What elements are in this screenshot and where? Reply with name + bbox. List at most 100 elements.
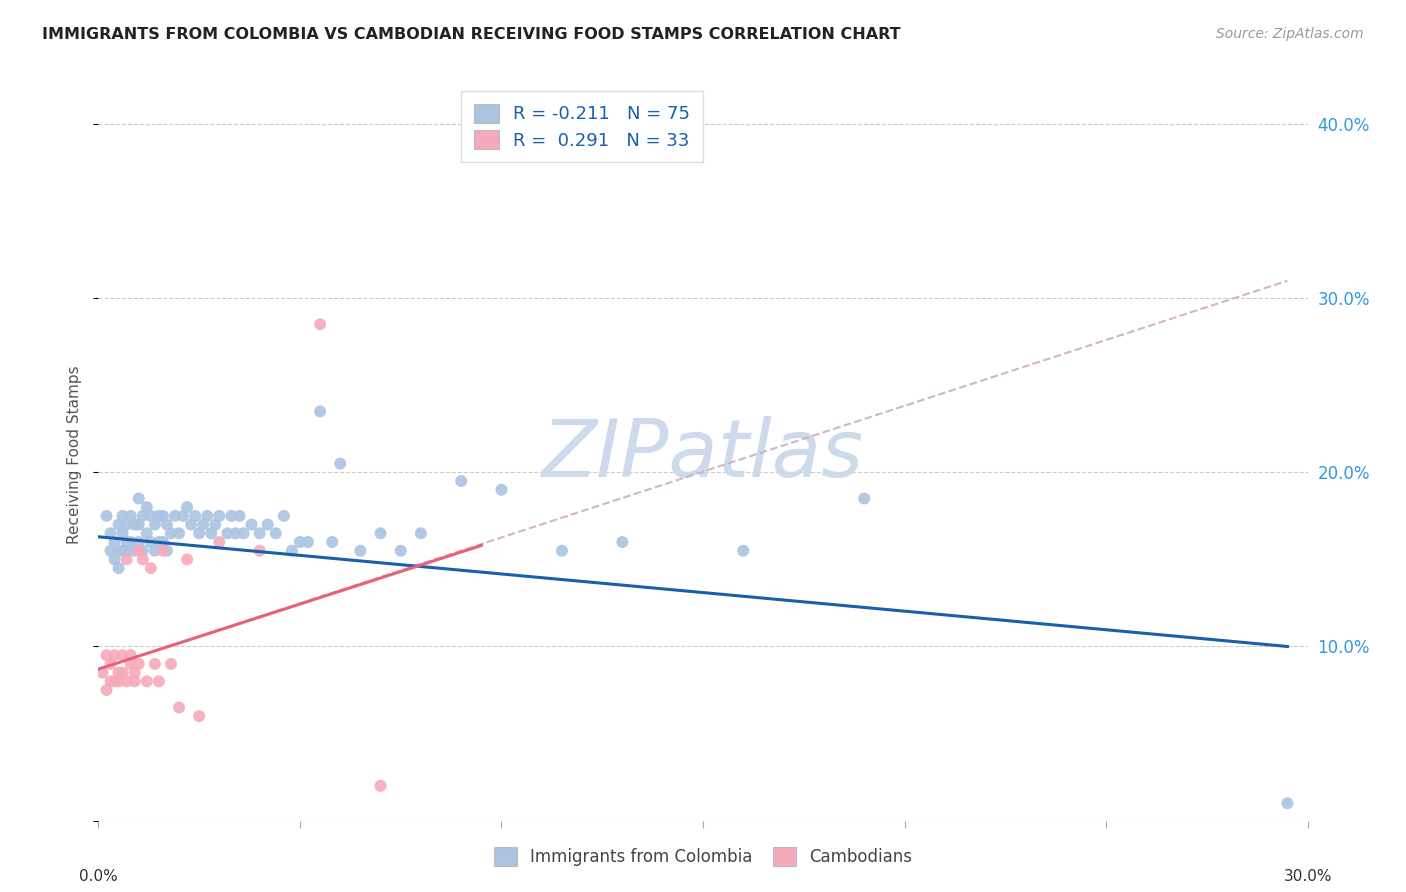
Point (148, 535, 170, 549)
Point (111, 648, 134, 663)
Point (612, 535, 634, 549)
Point (163, 508, 186, 523)
Point (156, 517, 179, 532)
Point (273, 508, 295, 523)
Point (853, 491, 876, 506)
Point (288, 535, 311, 549)
Point (733, 543, 755, 558)
Point (200, 526, 222, 541)
Point (167, 526, 190, 541)
Point (115, 674, 138, 689)
Point (264, 526, 287, 541)
Point (120, 648, 142, 663)
Point (128, 657, 150, 671)
Point (132, 543, 155, 558)
Point (188, 709, 211, 723)
Point (111, 508, 134, 523)
Point (96, 508, 118, 523)
Point (176, 500, 198, 515)
Point (1277, 796, 1299, 810)
Point (124, 543, 146, 558)
Point (167, 700, 190, 714)
Point (249, 543, 271, 558)
Point (217, 526, 239, 541)
Point (281, 543, 304, 558)
Point (103, 648, 125, 663)
Point (208, 535, 231, 549)
Point (232, 526, 254, 541)
Point (111, 526, 134, 541)
Point (143, 517, 166, 532)
Point (160, 526, 183, 541)
Point (135, 500, 157, 515)
Point (100, 657, 122, 671)
Point (120, 508, 142, 523)
Point (176, 552, 198, 566)
Point (204, 517, 226, 532)
Point (107, 674, 129, 689)
Point (96, 683, 118, 698)
Point (370, 779, 392, 793)
Point (103, 552, 125, 566)
Text: ZIPatlas: ZIPatlas (541, 416, 865, 494)
Point (115, 543, 138, 558)
Text: IMMIGRANTS FROM COLOMBIA VS CAMBODIAN RECEIVING FOOD STAMPS CORRELATION CHART: IMMIGRANTS FROM COLOMBIA VS CAMBODIAN RE… (42, 27, 901, 42)
Point (148, 674, 170, 689)
Point (389, 543, 412, 558)
Point (208, 508, 231, 523)
Point (128, 491, 150, 506)
Text: 0.0%: 0.0% (79, 870, 118, 884)
Point (100, 526, 122, 541)
Point (297, 535, 319, 549)
Point (309, 318, 332, 332)
Point (115, 517, 138, 532)
Point (111, 665, 134, 680)
Point (152, 508, 174, 523)
Legend: Immigrants from Colombia, Cambodians: Immigrants from Colombia, Cambodians (485, 839, 921, 874)
Point (128, 543, 150, 558)
Point (100, 543, 122, 558)
Point (256, 517, 278, 532)
Point (115, 552, 138, 566)
Point (156, 543, 179, 558)
Point (132, 552, 155, 566)
Point (124, 665, 146, 680)
Text: Source: ZipAtlas.com: Source: ZipAtlas.com (1216, 27, 1364, 41)
Point (152, 543, 174, 558)
Point (224, 526, 246, 541)
Point (120, 535, 142, 549)
Point (132, 508, 155, 523)
Point (321, 535, 343, 549)
Point (139, 508, 162, 523)
Point (139, 535, 162, 549)
Point (249, 526, 271, 541)
Point (96, 648, 118, 663)
Point (329, 457, 352, 471)
Point (491, 483, 513, 497)
Point (188, 526, 211, 541)
Point (349, 543, 371, 558)
Point (91, 665, 114, 680)
Point (100, 674, 122, 689)
Point (195, 508, 218, 523)
Point (107, 517, 129, 532)
Point (107, 665, 129, 680)
Point (193, 517, 215, 532)
Point (128, 535, 150, 549)
Point (143, 543, 166, 558)
Point (172, 508, 194, 523)
Point (551, 543, 574, 558)
Point (103, 674, 125, 689)
Point (450, 474, 472, 488)
Point (370, 526, 392, 541)
Point (128, 517, 150, 532)
Point (103, 535, 125, 549)
Point (309, 404, 332, 418)
Point (221, 508, 243, 523)
Point (139, 561, 162, 575)
Point (184, 508, 207, 523)
Point (135, 526, 157, 541)
Point (124, 517, 146, 532)
Point (148, 508, 170, 523)
Point (409, 526, 432, 541)
